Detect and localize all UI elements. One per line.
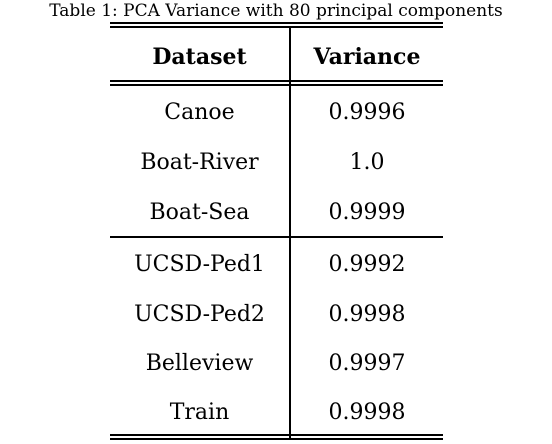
- table-row-variance: 1.0: [349, 150, 385, 175]
- header-dataset: Dataset: [152, 44, 247, 70]
- header-rule-inner: [110, 84, 443, 86]
- header-variance: Variance: [313, 44, 421, 70]
- table-row-variance: 0.9992: [328, 252, 406, 277]
- table-caption: Table 1: PCA Variance with 80 principal …: [49, 1, 503, 21]
- table-row-variance: 0.9996: [328, 100, 406, 125]
- table-row-dataset: UCSD-Ped2: [134, 302, 265, 327]
- table-row-dataset: Boat-Sea: [149, 200, 250, 225]
- table-row-variance: 0.9998: [328, 400, 406, 425]
- top-rule: [110, 22, 443, 24]
- table-row-dataset: Train: [169, 400, 230, 425]
- table-row-dataset: UCSD-Ped1: [134, 252, 265, 277]
- header-rule: [110, 80, 443, 82]
- table-row-dataset: Boat-River: [140, 150, 259, 175]
- table-row-variance: 0.9997: [328, 351, 406, 376]
- top-rule-inner: [110, 26, 443, 28]
- table-row-variance: 0.9998: [328, 302, 406, 327]
- table-row-dataset: Canoe: [164, 100, 235, 125]
- table-row-variance: 0.9999: [328, 200, 406, 225]
- bottom-rule: [110, 434, 443, 436]
- column-divider: [289, 28, 291, 438]
- group-separator-rule: [110, 236, 443, 238]
- bottom-rule-inner: [110, 438, 443, 440]
- table-row-dataset: Belleview: [145, 351, 254, 376]
